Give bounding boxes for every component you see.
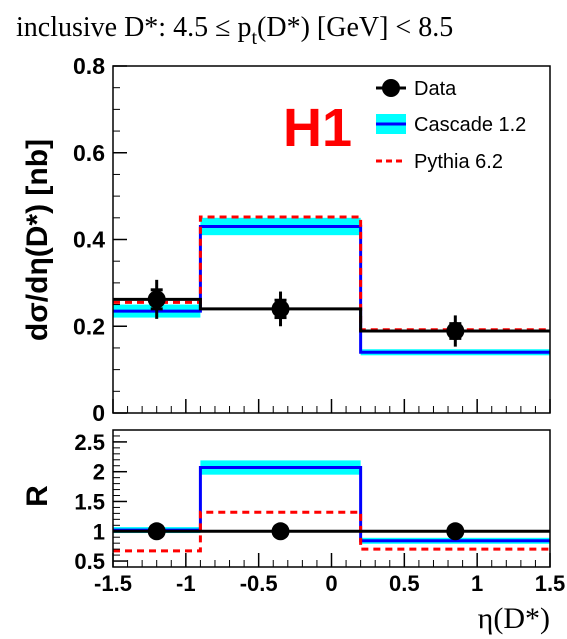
- y-axis-label-cross-section: dσ/dη(D*) [nb]: [21, 139, 54, 341]
- cascade-histogram-line: [113, 224, 550, 354]
- y-tick-label-0-2: 0.4: [73, 227, 105, 253]
- data-point-2: [446, 522, 465, 541]
- x-tick-label-6: 1.5: [535, 571, 566, 596]
- y-tick-label-1-2: 1.5: [74, 489, 105, 514]
- x-tick-label-2: -0.5: [240, 571, 278, 596]
- chart-title-subscript: t: [251, 27, 257, 49]
- chart-title-main: inclusive D*: 4.5 ≤ p: [16, 12, 251, 43]
- y-tick-label-1-4: 2.5: [74, 430, 105, 455]
- x-tick-label-1: -1: [176, 571, 196, 596]
- pythia-histogram-line: [113, 510, 550, 553]
- panel-frame-1: [112, 429, 551, 568]
- y-tick-label-1-0: 0.5: [74, 549, 105, 574]
- x-tick-label-4: 0.5: [389, 571, 420, 596]
- data-point-0: [147, 522, 166, 541]
- legend: Data Cascade 1.2 Pythia 6.2: [376, 78, 526, 173]
- legend-data-marker: [382, 79, 400, 97]
- y-tick-label-0-4: 0.8: [73, 53, 105, 79]
- data-point-1: [271, 522, 290, 541]
- x-axis-label: η(D*): [478, 602, 550, 635]
- x-tick-label-3: 0: [325, 571, 337, 596]
- y-tick-label-0-0: 0: [92, 400, 105, 426]
- y-tick-label-1-1: 1: [93, 519, 105, 544]
- legend-label-pythia: Pythia 6.2: [414, 151, 503, 173]
- data-point-2: [446, 322, 465, 341]
- x-tick-label-5: 1: [471, 571, 483, 596]
- y-tick-label-0-3: 0.6: [73, 140, 105, 166]
- x-tick-label-0: -1.5: [94, 571, 132, 596]
- chart-title: inclusive D*: 4.5 ≤ pt(D*) [GeV] < 8.5: [16, 12, 453, 49]
- legend-entry-pythia: Pythia 6.2: [376, 151, 503, 173]
- cross-section-panel: 0 0.2 0.4 0.6 0.8: [73, 53, 551, 426]
- pythia-histogram-line: [113, 215, 550, 332]
- legend-entry-data: Data: [376, 78, 457, 100]
- chart-title-rest: (D*) [GeV] < 8.5: [257, 12, 453, 43]
- legend-label-cascade: Cascade 1.2: [414, 114, 526, 136]
- y-axis-label-ratio: R: [21, 485, 54, 507]
- y-tick-label-1-3: 2: [93, 460, 105, 485]
- y-tick-label-0-1: 0.2: [73, 313, 105, 339]
- legend-label-data: Data: [414, 78, 457, 100]
- legend-entry-cascade: Cascade 1.2: [376, 114, 526, 136]
- data-point-0: [147, 290, 166, 309]
- data-point-1: [271, 299, 290, 318]
- experiment-label: H1: [283, 98, 352, 158]
- ratio-panel: 0.5 1 1.5 2 2.5 -1.5 -1 -0.5 0 0.5 1 1.5: [74, 429, 566, 596]
